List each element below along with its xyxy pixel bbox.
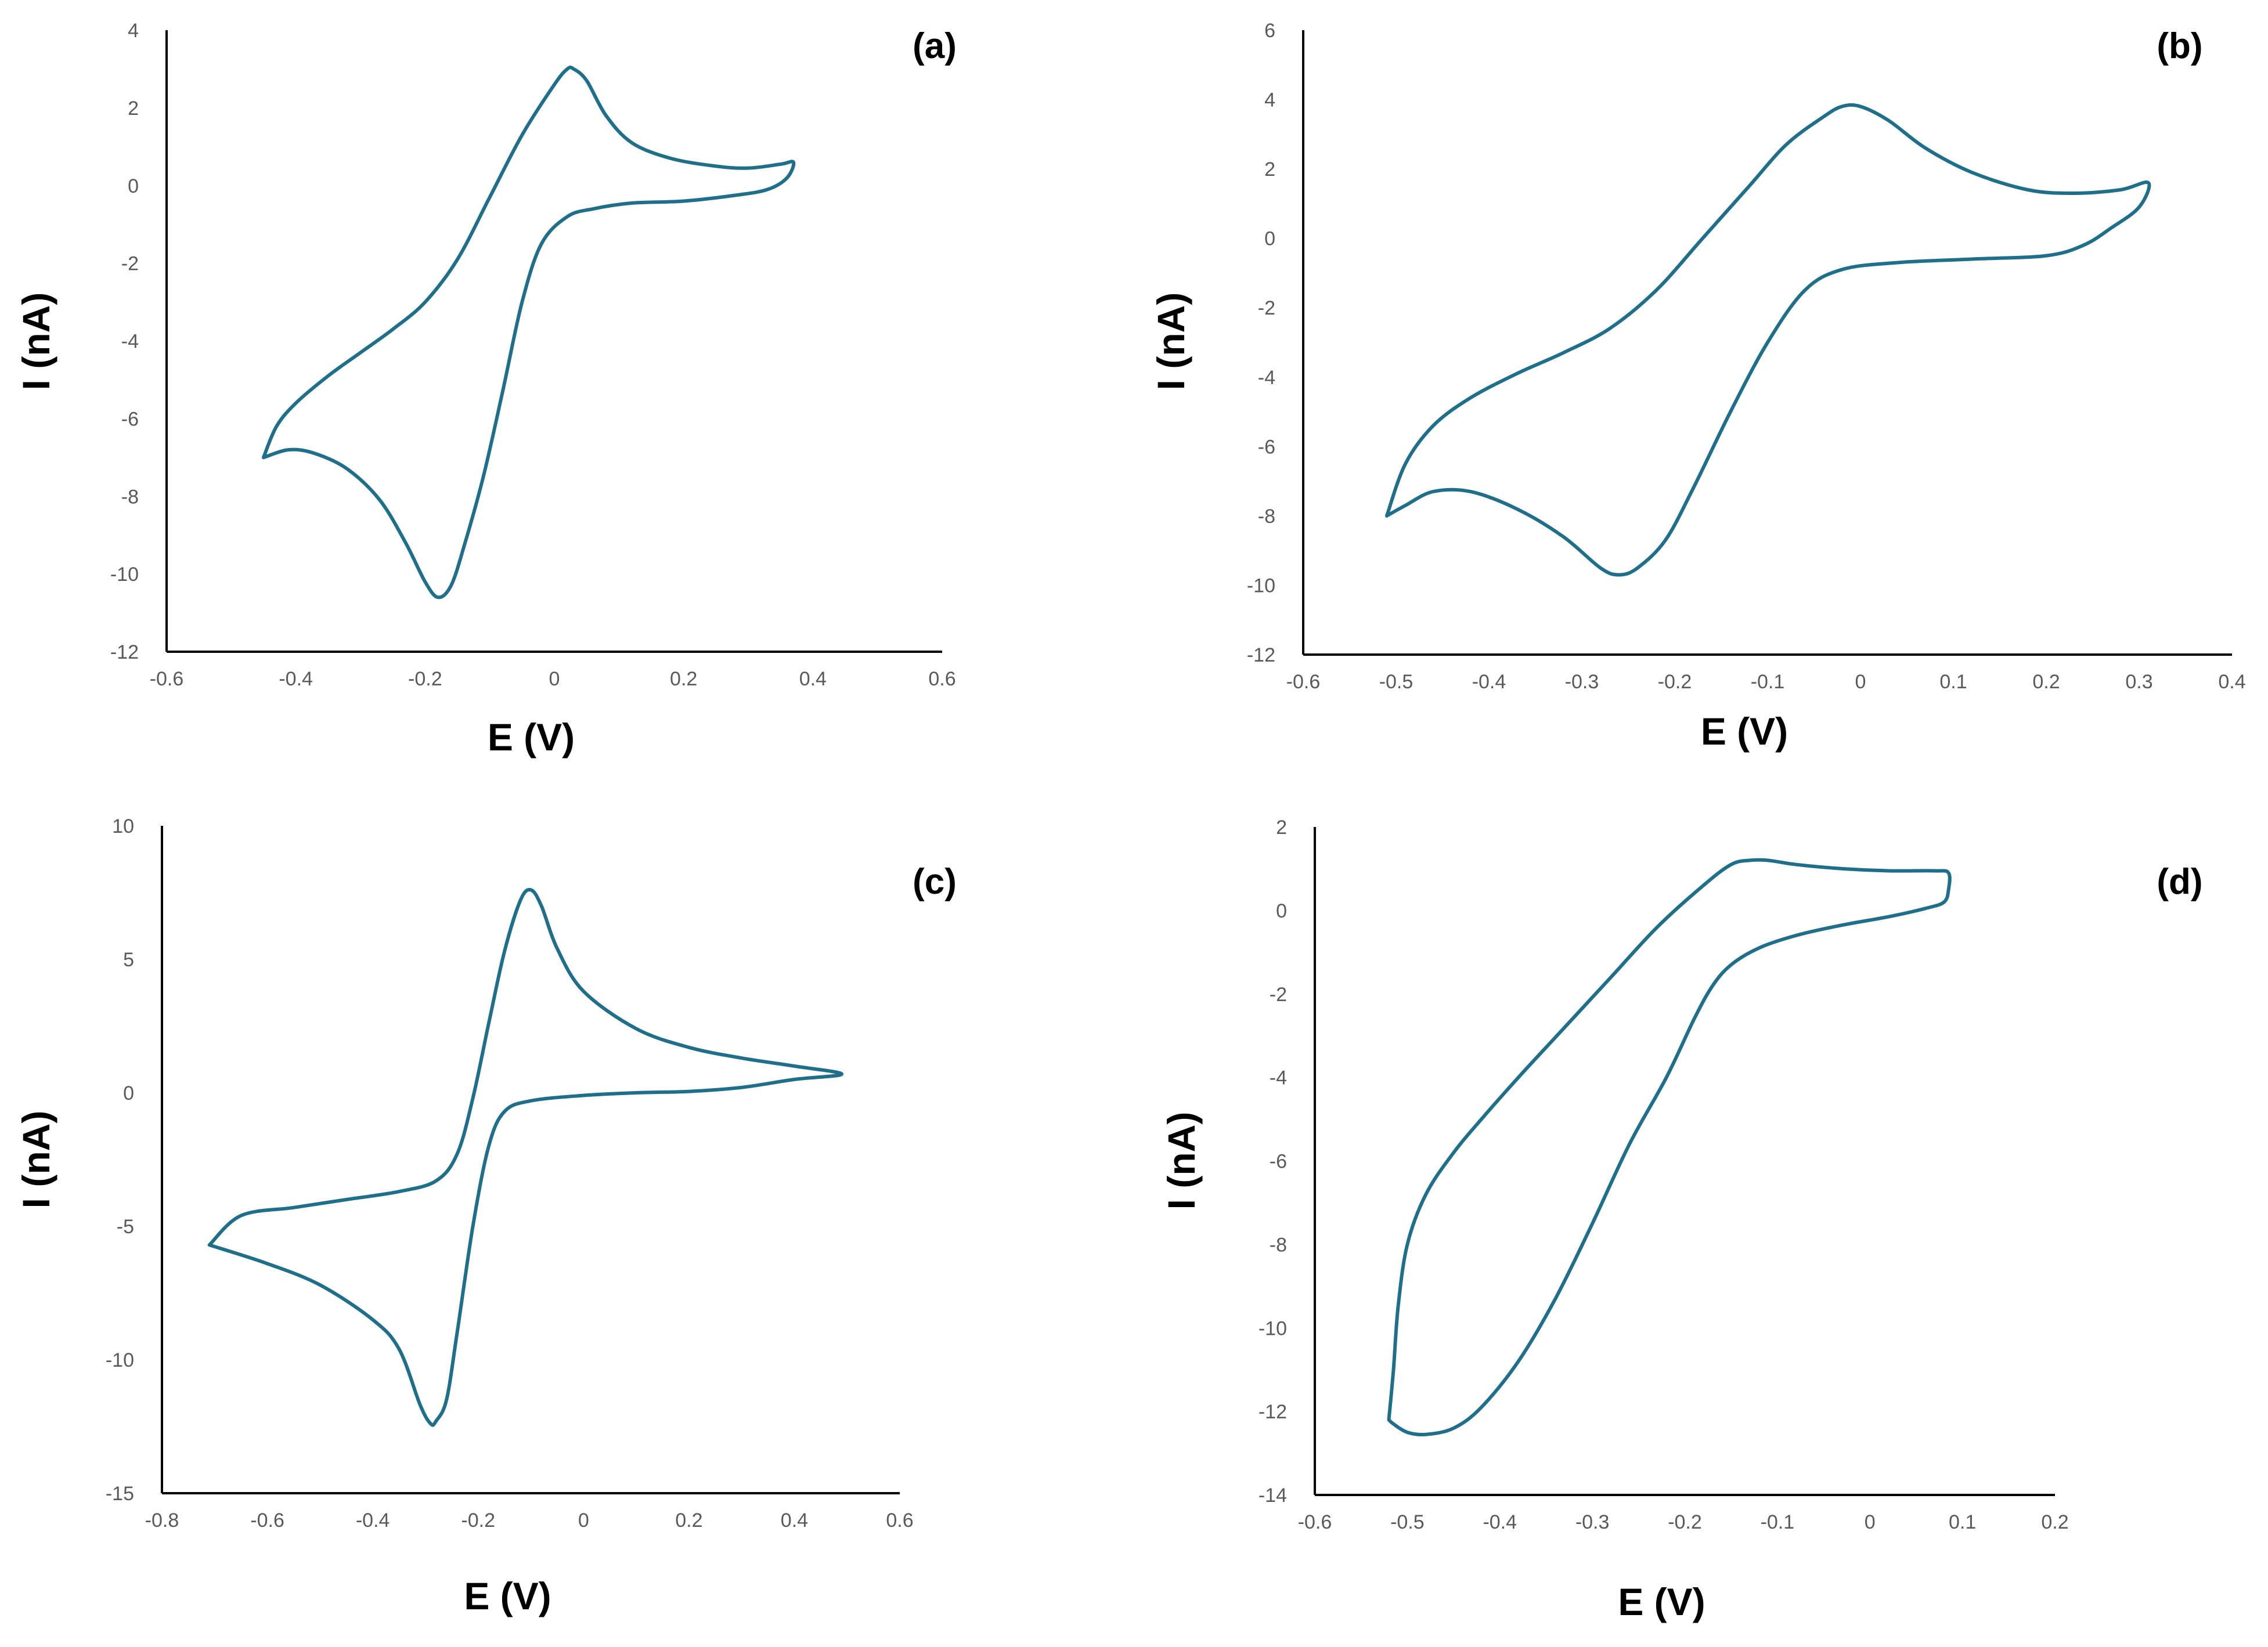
- y-axis-title: I (nA): [1149, 292, 1192, 391]
- cv-series-line: [207, 888, 844, 1427]
- x-tick-label: 0: [1855, 671, 1866, 693]
- y-tick-label: 2: [1276, 817, 1287, 839]
- x-tick-label: -0.1: [1751, 671, 1785, 693]
- x-tick-label: -0.8: [145, 1509, 179, 1532]
- y-tick-label: 6: [1264, 20, 1275, 42]
- x-tick-label: 0.4: [799, 668, 827, 690]
- x-tick-label: -0.2: [408, 668, 442, 690]
- x-axis-title: E (V): [1701, 710, 1788, 753]
- x-tick-label: -0.6: [1298, 1511, 1332, 1533]
- x-tick-label: 0: [549, 668, 560, 690]
- y-tick-label: 5: [123, 949, 134, 971]
- x-tick-label: -0.6: [1286, 671, 1321, 693]
- y-tick-label: -12: [110, 641, 139, 663]
- x-tick-label: -0.5: [1390, 1511, 1425, 1533]
- y-tick-label: 4: [1264, 89, 1275, 111]
- x-axis-title: E (V): [464, 1574, 551, 1617]
- y-tick-label: -12: [1259, 1401, 1287, 1423]
- x-tick-label: 0.6: [928, 668, 955, 690]
- y-tick-label: 0: [128, 175, 139, 197]
- y-tick-label: -5: [117, 1216, 134, 1238]
- y-tick-label: -8: [1270, 1234, 1287, 1256]
- x-tick-label: -0.4: [1472, 671, 1506, 693]
- y-tick-label: -6: [121, 408, 139, 430]
- y-tick-label: -10: [1259, 1317, 1287, 1339]
- x-tick-label: -0.6: [250, 1509, 284, 1532]
- x-tick-label: -0.6: [150, 668, 184, 690]
- y-axis-title: I (nA): [15, 292, 57, 391]
- panel-label: (d): [2157, 862, 2202, 902]
- x-tick-label: 0.4: [781, 1509, 808, 1532]
- y-tick-label: -12: [1247, 644, 1275, 666]
- y-axis-title: I (nA): [1160, 1112, 1203, 1210]
- x-tick-label: 0: [1865, 1511, 1876, 1533]
- y-tick-label: 10: [112, 815, 134, 837]
- x-tick-label: -0.5: [1379, 671, 1414, 693]
- x-tick-label: 0.6: [886, 1509, 913, 1532]
- y-tick-label: -2: [121, 253, 139, 275]
- x-tick-label: -0.2: [1668, 1511, 1702, 1533]
- y-tick-label: 2: [128, 97, 139, 120]
- y-tick-label: -10: [1247, 575, 1275, 597]
- x-tick-label: 0.2: [675, 1509, 702, 1532]
- x-tick-label: 0.4: [2218, 671, 2245, 693]
- x-tick-label: -0.1: [1761, 1511, 1795, 1533]
- y-tick-label: 0: [1264, 228, 1275, 250]
- y-tick-label: 0: [1276, 900, 1287, 922]
- x-tick-label: -0.3: [1575, 1511, 1610, 1533]
- x-axis-title: E (V): [1618, 1580, 1705, 1623]
- x-tick-label: 0.3: [2125, 671, 2152, 693]
- y-tick-label: 0: [123, 1082, 134, 1104]
- y-tick-label: -6: [1270, 1151, 1287, 1173]
- y-tick-label: -2: [1270, 984, 1287, 1006]
- y-tick-label: 4: [128, 20, 139, 42]
- y-tick-label: -4: [121, 331, 139, 353]
- x-tick-label: 0.1: [1939, 671, 1967, 693]
- x-tick-label: -0.4: [1483, 1511, 1517, 1533]
- y-tick-label: -2: [1258, 297, 1275, 319]
- cv-series-line: [1385, 103, 2151, 577]
- y-tick-label: -8: [121, 486, 139, 508]
- x-tick-label: -0.4: [356, 1509, 390, 1532]
- cv-series-line: [1387, 858, 1952, 1437]
- x-tick-label: 0: [578, 1509, 589, 1532]
- y-tick-label: 2: [1264, 158, 1275, 180]
- x-tick-label: 0.2: [2032, 671, 2060, 693]
- x-tick-label: 0.2: [670, 668, 697, 690]
- x-tick-label: 0.2: [2041, 1511, 2068, 1533]
- y-axis-title: I (nA): [15, 1111, 57, 1209]
- y-tick-label: -15: [106, 1483, 134, 1505]
- cv-series-line: [262, 66, 796, 599]
- y-tick-label: -10: [110, 564, 139, 586]
- y-tick-label: -10: [106, 1349, 134, 1371]
- panel-label: (b): [2157, 26, 2202, 66]
- x-axis-title: E (V): [488, 716, 575, 759]
- x-tick-label: -0.3: [1565, 671, 1599, 693]
- y-tick-label: -6: [1258, 436, 1275, 458]
- x-tick-label: 0.1: [1949, 1511, 1976, 1533]
- panel-label: (c): [913, 862, 957, 902]
- y-tick-label: -14: [1259, 1485, 1287, 1507]
- x-tick-label: -0.4: [279, 668, 313, 690]
- x-tick-label: -0.2: [1658, 671, 1692, 693]
- y-tick-label: -4: [1270, 1067, 1287, 1089]
- y-tick-label: -4: [1258, 367, 1275, 389]
- panel-label: (a): [913, 26, 957, 66]
- y-tick-label: -8: [1258, 505, 1275, 528]
- x-tick-label: -0.2: [461, 1509, 495, 1532]
